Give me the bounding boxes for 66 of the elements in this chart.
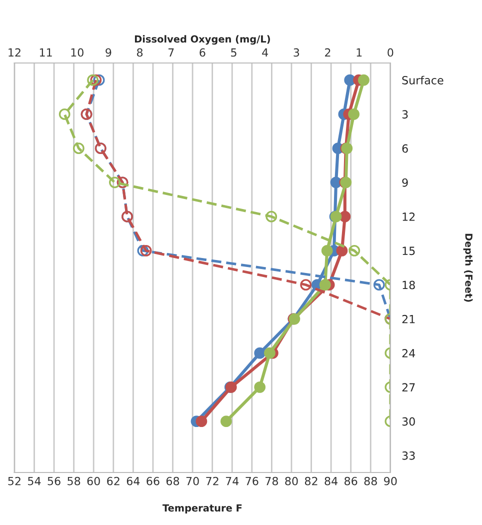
x-tick-label: 74 (226, 477, 239, 486)
x-tick-label: 64 (126, 476, 140, 486)
y-tick-label: 9 (402, 178, 408, 187)
x-tick-label: 72 (206, 476, 218, 486)
point (90, 74, 102, 86)
x-tick-label: 52 (8, 476, 20, 486)
x-tick-label: 88 (364, 476, 377, 486)
point (319, 279, 331, 291)
x2-tick-label: 7 (168, 48, 174, 57)
x-tick-label: 70 (186, 476, 199, 486)
y-tick-label: Surface (402, 76, 444, 84)
point (93, 74, 105, 86)
x-tick-label: 84 (324, 476, 338, 486)
y-tick-label: 33 (402, 451, 415, 460)
x-tick-label: 90 (384, 476, 397, 486)
x2-tick-label: 5 (231, 48, 236, 57)
x2-tick-label: 10 (71, 48, 84, 57)
y-tick-label: 27 (402, 383, 415, 392)
x2-tick-label: 4 (262, 48, 268, 57)
point (140, 244, 152, 256)
y-tick-label: 3 (402, 110, 408, 119)
point (264, 347, 276, 359)
point (220, 416, 232, 428)
x2-tick-label: 11 (40, 48, 52, 57)
x-tick-label: 66 (146, 476, 160, 486)
y-tick-label: 18 (402, 280, 415, 290)
y-tick-label: 12 (402, 212, 415, 221)
x-tick-label: 56 (48, 476, 60, 486)
x-tick-label: 78 (266, 476, 278, 486)
point (58, 108, 70, 120)
y-tick-label: 24 (402, 349, 416, 358)
y-tick-label: 15 (402, 246, 415, 256)
x-tick-label: 58 (68, 476, 80, 486)
point (321, 244, 333, 256)
x-tick-label: 54 (28, 477, 41, 486)
point (254, 347, 266, 359)
x-tick-label: 86 (344, 476, 358, 486)
x2-tick-label: 8 (137, 48, 143, 57)
y-tick-label: 6 (402, 144, 408, 153)
point (358, 74, 370, 86)
x2-tick-label: 2 (325, 48, 330, 57)
x2-tick-label: 6 (200, 48, 206, 57)
x-tick-label: 68 (166, 476, 180, 486)
x2-tick-label: 0 (388, 48, 394, 57)
x-axis-title: Temperature F (162, 504, 242, 514)
point (196, 416, 208, 428)
point (72, 142, 84, 154)
x-tick-label: 82 (304, 476, 318, 486)
x2-axis-title: Dissolved Oxygen (mg/L) (134, 35, 270, 45)
x-tick-label: 80 (285, 476, 298, 486)
x2-tick-label: 1 (356, 48, 362, 57)
y-tick-label: 30 (402, 417, 415, 426)
point (137, 244, 149, 256)
x2-tick-label: 9 (106, 48, 112, 57)
point (87, 74, 98, 86)
point (109, 176, 120, 188)
x-tick-label: 60 (87, 476, 100, 486)
point (336, 244, 348, 256)
y-axis-title: Depth (Feet) (463, 234, 473, 302)
point (254, 381, 266, 393)
x-tick-label: 76 (246, 476, 258, 486)
x2-tick-label: 3 (294, 48, 300, 57)
x2-tick-label: 12 (8, 48, 20, 57)
point (348, 108, 360, 120)
y-tick-label: 21 (402, 314, 415, 324)
x-tick-label: 62 (107, 476, 120, 486)
